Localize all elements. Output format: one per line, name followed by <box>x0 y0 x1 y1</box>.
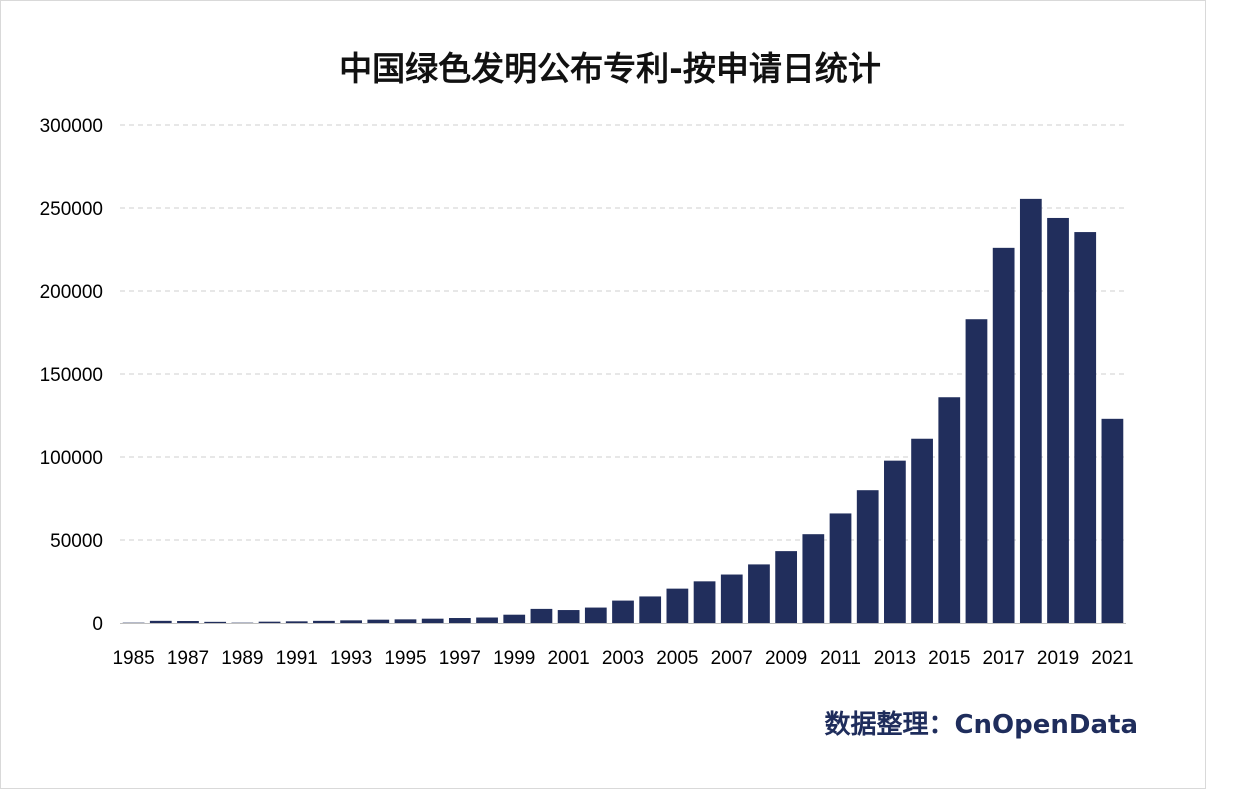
bar-1991 <box>285 621 308 623</box>
bar-2013 <box>884 460 906 623</box>
bar-2001 <box>557 610 580 623</box>
x-tick-label: 2015 <box>928 648 970 669</box>
bar-2020 <box>1074 232 1097 623</box>
x-tick-label: 2005 <box>656 648 698 669</box>
bar-2021 <box>1101 418 1124 623</box>
x-tick-label: 1995 <box>384 648 426 669</box>
bar-1990 <box>258 621 281 623</box>
y-tick-label: 200000 <box>40 282 103 303</box>
x-tick-label: 2007 <box>711 648 753 669</box>
x-tick-label: 2001 <box>547 648 589 669</box>
bar-2017 <box>992 247 1015 623</box>
y-tick-label: 0 <box>92 614 103 635</box>
chart-title: 中国绿色发明公布专利-按申请日统计 <box>339 49 881 88</box>
bar-2002 <box>584 607 607 623</box>
bar-2004 <box>639 596 662 623</box>
x-tick-label: 2017 <box>983 648 1025 669</box>
x-tick-label: 2013 <box>874 648 916 669</box>
x-tick-label: 2021 <box>1091 648 1133 669</box>
x-tick-label: 2019 <box>1037 648 1079 669</box>
y-tick-label: 150000 <box>40 365 103 386</box>
x-tick-label: 2003 <box>602 648 644 669</box>
data-source-credit: 数据整理：CnOpenData <box>824 710 1138 740</box>
bar-1993 <box>340 620 362 623</box>
bar-2016 <box>965 319 988 623</box>
y-tick-label: 50000 <box>50 531 103 552</box>
bar-1998 <box>476 617 498 623</box>
bar-1995 <box>394 619 417 623</box>
bar-2019 <box>1047 217 1069 623</box>
bar-1987 <box>177 621 199 623</box>
bar-1986 <box>149 620 172 623</box>
bar-1992 <box>313 620 335 623</box>
bar-2000 <box>530 608 553 623</box>
x-tick-label: 2009 <box>765 648 807 669</box>
x-tick-label: 1993 <box>330 648 372 669</box>
bar-2010 <box>802 534 825 623</box>
bar-2006 <box>693 581 716 623</box>
bar-2015 <box>938 397 961 623</box>
bar-2009 <box>775 551 798 623</box>
x-axis-labels: 1985 1987 1989 1991 1993 1995 1997 1999 2001 2003… <box>112 648 1133 669</box>
x-tick-label: 1989 <box>221 648 263 669</box>
x-tick-label: 1997 <box>439 648 481 669</box>
bar-2018 <box>1019 198 1042 623</box>
x-tick-label: 1987 <box>167 648 209 669</box>
y-tick-label: 100000 <box>40 448 103 469</box>
bar-1997 <box>448 618 471 623</box>
x-tick-label: 1999 <box>493 648 535 669</box>
bar-1999 <box>503 614 526 623</box>
y-axis-labels: 0 50000 100000 150000 200000 250000 300000 <box>40 116 103 635</box>
bar-2005 <box>666 588 689 623</box>
bar-series <box>122 198 1124 623</box>
bar-2011 <box>829 513 852 623</box>
x-tick-label: 1985 <box>112 648 154 669</box>
bar-1988 <box>204 621 227 623</box>
bar-2008 <box>748 564 770 623</box>
bar-2003 <box>612 600 634 623</box>
x-tick-label: 2011 <box>820 648 861 669</box>
x-tick-label: 1991 <box>276 648 318 669</box>
bar-2007 <box>720 574 743 623</box>
bar-1994 <box>367 619 390 623</box>
y-tick-label: 300000 <box>40 116 103 137</box>
bar-1996 <box>421 618 444 623</box>
bar-2012 <box>856 490 879 623</box>
y-tick-label: 250000 <box>40 199 103 220</box>
bar-2014 <box>911 438 933 623</box>
